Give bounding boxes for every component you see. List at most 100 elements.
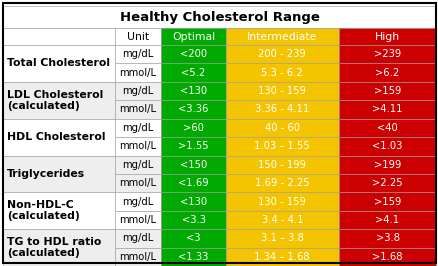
Bar <box>161 45 225 63</box>
Bar <box>114 100 161 119</box>
Text: 130 - 159: 130 - 159 <box>258 197 306 206</box>
Text: Optimal: Optimal <box>172 31 215 41</box>
Text: High: High <box>374 31 399 41</box>
Text: >6.2: >6.2 <box>374 68 399 78</box>
Text: HDL Cholesterol: HDL Cholesterol <box>7 132 105 142</box>
Bar <box>161 156 225 174</box>
Text: <3: <3 <box>186 233 200 243</box>
Bar <box>161 137 225 156</box>
Text: <1.69: <1.69 <box>178 178 208 188</box>
Text: >1.55: >1.55 <box>178 141 208 151</box>
Bar <box>225 63 338 82</box>
Text: 3.1 – 3.8: 3.1 – 3.8 <box>260 233 303 243</box>
Bar <box>3 82 114 119</box>
Bar <box>114 28 161 45</box>
Bar <box>225 82 338 100</box>
Bar <box>3 6 435 28</box>
Bar <box>161 229 225 248</box>
Text: <1.33: <1.33 <box>178 252 208 262</box>
Bar <box>114 63 161 82</box>
Text: mg/dL: mg/dL <box>122 197 153 206</box>
Bar <box>225 174 338 192</box>
Text: <1.03: <1.03 <box>371 141 402 151</box>
Text: >60: >60 <box>183 123 204 133</box>
Bar <box>3 229 114 266</box>
Bar <box>161 82 225 100</box>
Bar <box>161 63 225 82</box>
Text: 1.34 – 1.68: 1.34 – 1.68 <box>254 252 309 262</box>
Text: >4.11: >4.11 <box>371 105 402 114</box>
Text: 1.69 - 2.25: 1.69 - 2.25 <box>254 178 309 188</box>
Bar <box>225 100 338 119</box>
Text: TG to HDL ratio
(calculated): TG to HDL ratio (calculated) <box>7 237 101 258</box>
Bar <box>225 211 338 229</box>
Text: 3.36 - 4.11: 3.36 - 4.11 <box>254 105 309 114</box>
Bar <box>3 192 114 229</box>
Bar <box>225 119 338 137</box>
Text: <130: <130 <box>180 197 207 206</box>
Text: >2.25: >2.25 <box>371 178 402 188</box>
Bar <box>338 229 435 248</box>
Bar <box>114 174 161 192</box>
Text: mg/dL: mg/dL <box>122 86 153 96</box>
Bar <box>114 229 161 248</box>
Text: mg/dL: mg/dL <box>122 233 153 243</box>
Bar <box>338 119 435 137</box>
Bar <box>161 119 225 137</box>
Bar <box>161 100 225 119</box>
Text: mmol/L: mmol/L <box>119 252 156 262</box>
Text: >1.68: >1.68 <box>371 252 402 262</box>
Bar <box>338 28 435 45</box>
Bar <box>338 100 435 119</box>
Bar <box>338 156 435 174</box>
Text: mmol/L: mmol/L <box>119 105 156 114</box>
Bar <box>338 45 435 63</box>
Text: <3.3: <3.3 <box>181 215 205 225</box>
Bar <box>114 119 161 137</box>
Text: 5.3 - 6.2: 5.3 - 6.2 <box>261 68 303 78</box>
Bar <box>161 248 225 266</box>
Bar <box>225 45 338 63</box>
Bar <box>114 211 161 229</box>
Text: 130 - 159: 130 - 159 <box>258 86 306 96</box>
Text: mmol/L: mmol/L <box>119 141 156 151</box>
Bar <box>114 137 161 156</box>
Bar <box>338 248 435 266</box>
Text: <40: <40 <box>376 123 397 133</box>
Text: >199: >199 <box>373 160 400 170</box>
Bar <box>161 192 225 211</box>
Bar <box>338 174 435 192</box>
Text: Total Cholesterol: Total Cholesterol <box>7 59 110 68</box>
Bar <box>3 28 114 45</box>
Text: >159: >159 <box>373 86 400 96</box>
Text: <5.2: <5.2 <box>181 68 205 78</box>
Bar <box>225 28 338 45</box>
Text: Healthy Cholesterol Range: Healthy Cholesterol Range <box>119 10 319 23</box>
Text: Non-HDL-C
(calculated): Non-HDL-C (calculated) <box>7 200 80 221</box>
Text: >4.1: >4.1 <box>374 215 399 225</box>
Text: Triglycerides: Triglycerides <box>7 169 85 179</box>
Text: mmol/L: mmol/L <box>119 68 156 78</box>
Text: Intermediate: Intermediate <box>247 31 317 41</box>
Bar <box>161 28 225 45</box>
Bar <box>3 45 114 82</box>
Bar <box>225 229 338 248</box>
Bar <box>338 192 435 211</box>
Bar <box>114 248 161 266</box>
Text: Unit: Unit <box>127 31 149 41</box>
Bar <box>161 211 225 229</box>
Bar <box>338 211 435 229</box>
Bar <box>225 156 338 174</box>
Text: >159: >159 <box>373 197 400 206</box>
Text: 150 - 199: 150 - 199 <box>258 160 306 170</box>
Text: >239: >239 <box>373 49 400 59</box>
Bar <box>161 174 225 192</box>
Bar <box>338 82 435 100</box>
Bar <box>3 156 114 192</box>
Text: mg/dL: mg/dL <box>122 160 153 170</box>
Text: 200 - 239: 200 - 239 <box>258 49 305 59</box>
Text: mmol/L: mmol/L <box>119 215 156 225</box>
Text: <3.36: <3.36 <box>178 105 208 114</box>
Bar <box>225 137 338 156</box>
Bar <box>3 119 114 156</box>
